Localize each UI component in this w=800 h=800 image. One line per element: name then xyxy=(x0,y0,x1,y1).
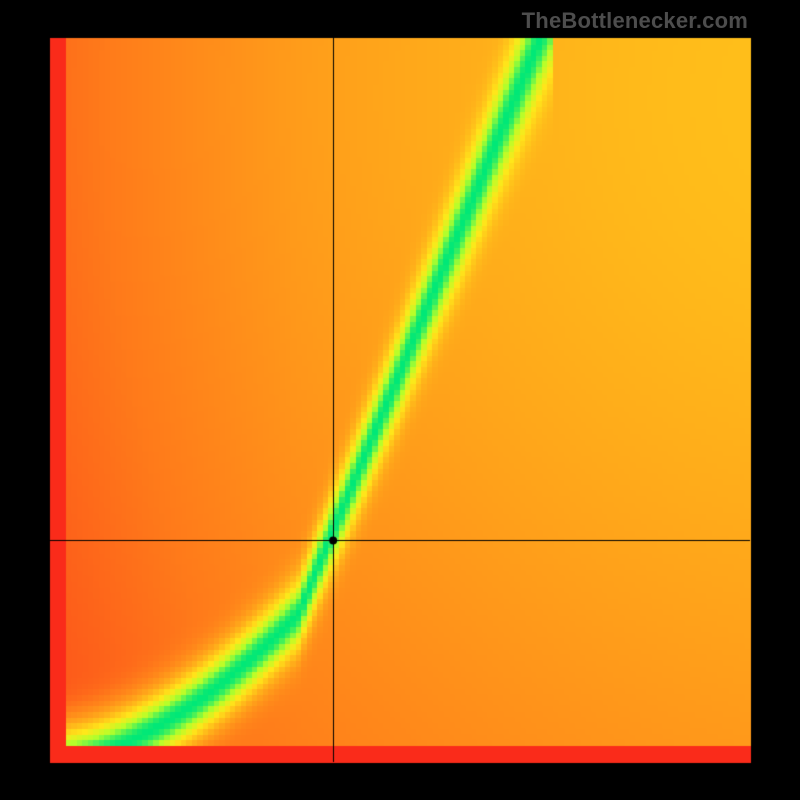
watermark-label: TheBottlenecker.com xyxy=(522,8,748,34)
bottleneck-heatmap xyxy=(0,0,800,800)
